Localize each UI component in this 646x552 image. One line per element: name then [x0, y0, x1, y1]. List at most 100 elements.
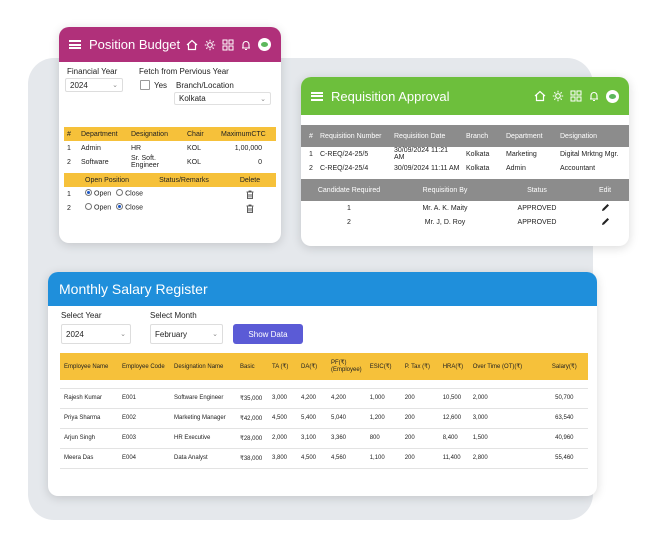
chevron-down-icon: ⌄ — [212, 331, 218, 338]
column-header: Open Position — [82, 173, 144, 187]
grid-icon[interactable] — [570, 90, 582, 102]
cell: 30/09/2024 11:21 AM — [394, 147, 448, 161]
requisition-title: Requisition Approval — [331, 88, 450, 104]
menu-icon[interactable] — [311, 91, 323, 101]
cell: Software Engineer — [170, 388, 236, 409]
cell: 63,540 — [540, 408, 588, 429]
cell: ₹28,000 — [236, 428, 268, 449]
year-select[interactable]: 2024 ⌄ — [61, 324, 131, 344]
show-data-button[interactable]: Show Data — [233, 324, 303, 344]
column-header: ESIC(₹) — [365, 353, 401, 380]
cell: 4,200 — [327, 388, 366, 409]
column-header: HRA(₹) — [438, 353, 469, 380]
table-row: 2 Mr. J, D. Roy APPROVED — [301, 215, 629, 229]
table-row: 1 Open Close — [64, 187, 276, 201]
cell: 200 — [400, 388, 439, 409]
home-icon[interactable] — [534, 90, 546, 102]
cell: E003 — [118, 428, 170, 449]
pencil-icon[interactable] — [601, 217, 610, 226]
branch-select[interactable]: Kolkata ⌄ — [174, 92, 271, 105]
cell: Accountant — [560, 164, 596, 172]
settings-icon[interactable] — [552, 90, 564, 102]
table-row: Arjun Singh E003 HR Executive ₹28,000 2,000 3… — [60, 428, 588, 449]
financial-year-select[interactable]: 2024 ⌄ — [65, 78, 123, 92]
bell-icon[interactable] — [240, 39, 252, 51]
position-budget-title: Position Budget — [89, 37, 181, 52]
position-budget-filters: Financial Year 2024 ⌄ Fetch from Pervious… — [59, 62, 281, 150]
close-radio[interactable] — [116, 189, 124, 197]
cell: 10,500 — [438, 388, 469, 409]
cell: ₹38,000 — [236, 448, 268, 469]
column-header: Candidate Required — [301, 179, 397, 201]
cell: Priya Sharma — [60, 408, 118, 429]
trash-icon[interactable] — [246, 190, 254, 199]
requisition-table-header: # Requisition Number Requisition Date Br… — [301, 125, 629, 147]
open-label: Open — [94, 204, 112, 212]
column-header: Requisition Number — [317, 125, 391, 147]
cell: 5,400 — [297, 408, 327, 429]
cell: ₹35,000 — [236, 388, 268, 409]
close-radio[interactable] — [116, 203, 124, 211]
column-header: Department — [78, 127, 128, 141]
avatar[interactable] — [258, 38, 271, 51]
open-radio[interactable] — [85, 203, 92, 211]
month-select[interactable]: February ⌄ — [150, 324, 223, 344]
cell: 4,500 — [268, 408, 297, 429]
cell: 3,360 — [327, 428, 366, 449]
table-row: 2 C-REQ/24-25/4 30/09/2024 11:11 AM Kolk… — [301, 161, 629, 175]
position-budget-header: Position Budget — [59, 27, 281, 62]
chevron-down-icon: ⌄ — [112, 82, 118, 89]
cell: 1 — [347, 204, 351, 212]
salary-table-header: Employee Name Employee Code Designation … — [60, 353, 588, 380]
open-position-header: Open Position Status/Remarks Delete — [64, 173, 276, 187]
chevron-down-icon: ⌄ — [260, 95, 266, 103]
cell: 1 — [309, 150, 313, 158]
cell: Admin — [506, 164, 526, 172]
year-value: 2024 — [66, 329, 84, 339]
cell: Admin — [81, 144, 101, 152]
settings-icon[interactable] — [204, 39, 216, 51]
candidate-table: Candidate Required Requisition By Status… — [301, 179, 629, 229]
table-row: 1 Admin HR KOL 1,00,000 — [64, 141, 276, 155]
cell: Meera Das — [60, 448, 118, 469]
cell: 12,600 — [438, 408, 469, 429]
cell: Data Analyst — [170, 448, 236, 469]
salary-table: Employee Name Employee Code Designation … — [60, 353, 588, 469]
column-header: TA (₹) — [268, 353, 297, 380]
cell: 1,00,000 — [234, 144, 262, 152]
avatar[interactable] — [606, 89, 619, 103]
open-radio[interactable] — [85, 189, 92, 197]
cell: 3,000 — [268, 388, 297, 409]
cell: 4,200 — [297, 388, 327, 409]
column-header: Branch — [463, 125, 503, 147]
fetch-yes-checkbox[interactable] — [140, 80, 150, 90]
column-header: Designation — [128, 127, 184, 141]
budget-table-header: # Department Designation Chair MaximumCT… — [64, 127, 276, 141]
bell-icon[interactable] — [588, 90, 600, 102]
column-header: Status — [493, 179, 581, 201]
table-row: Meera Das E004 Data Analyst ₹38,000 3,800 4,5… — [60, 448, 588, 469]
cell: APPROVED — [517, 218, 557, 226]
home-icon[interactable] — [186, 39, 198, 51]
salary-title: Monthly Salary Register — [59, 281, 208, 297]
cell: 4,560 — [327, 448, 366, 469]
grid-icon[interactable] — [222, 39, 234, 51]
cell: Digital Mrktng Mgr. — [560, 150, 619, 158]
column-header: Designation Name — [170, 353, 236, 380]
fetch-previous-year-label: Fetch from Pervious Year — [139, 67, 229, 76]
cell: HR — [131, 144, 142, 152]
cell: 200 — [400, 448, 439, 469]
column-header: Employee Code — [118, 353, 170, 380]
close-label: Close — [125, 190, 143, 198]
cell: 1,100 — [365, 448, 401, 469]
column-header-blank — [64, 173, 82, 187]
pencil-icon[interactable] — [601, 203, 610, 212]
trash-icon[interactable] — [246, 204, 254, 213]
column-header: MaximumCTC — [218, 127, 276, 141]
column-header: Chair — [184, 127, 218, 141]
menu-icon[interactable] — [69, 40, 81, 49]
table-row: Priya Sharma E002 Marketing Manager ₹42,000… — [60, 408, 588, 429]
cell: C-REQ/24-25/5 — [320, 150, 369, 158]
cell: 200 — [400, 428, 439, 449]
position-budget-card: Position Budget Financial Year 2024 ⌄ Fet… — [59, 27, 281, 243]
